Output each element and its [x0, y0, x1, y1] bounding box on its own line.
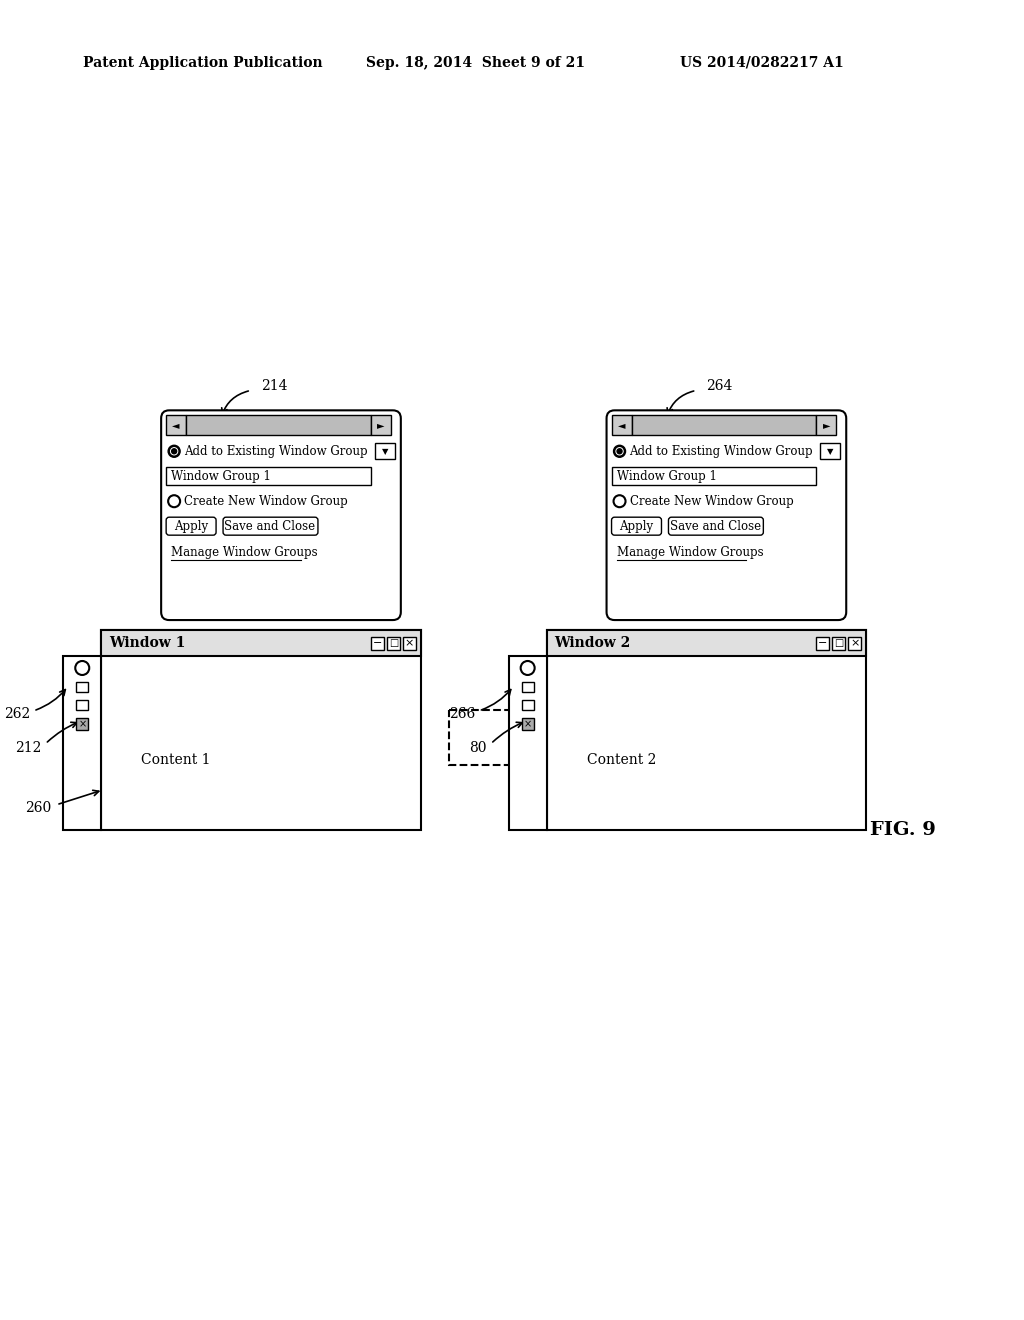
Text: −: − — [818, 638, 827, 648]
Text: 212: 212 — [15, 741, 41, 755]
Circle shape — [172, 449, 176, 454]
Text: 264: 264 — [707, 379, 733, 393]
Bar — [547, 630, 866, 656]
Text: ×: × — [523, 719, 531, 729]
Bar — [186, 416, 371, 436]
Text: ◄: ◄ — [617, 420, 626, 430]
Bar — [848, 636, 861, 649]
Bar — [816, 636, 829, 649]
Bar — [371, 416, 391, 436]
Text: □: □ — [389, 638, 398, 648]
Bar — [375, 444, 395, 459]
Text: 214: 214 — [261, 379, 288, 393]
FancyBboxPatch shape — [166, 517, 216, 535]
Text: Sep. 18, 2014  Sheet 9 of 21: Sep. 18, 2014 Sheet 9 of 21 — [366, 55, 585, 70]
Text: Content 1: Content 1 — [141, 752, 211, 767]
Text: Create New Window Group: Create New Window Group — [630, 495, 794, 508]
Text: ×: × — [850, 638, 859, 648]
Circle shape — [617, 449, 622, 454]
Text: 266: 266 — [450, 708, 476, 721]
Bar — [371, 636, 384, 649]
Circle shape — [171, 447, 177, 455]
Circle shape — [613, 445, 626, 457]
Text: ×: × — [78, 719, 86, 729]
Text: Add to Existing Window Group: Add to Existing Window Group — [184, 445, 368, 458]
Text: FIG. 9: FIG. 9 — [870, 821, 936, 838]
Bar — [509, 656, 547, 830]
Text: Save and Close: Save and Close — [670, 520, 761, 533]
Bar — [402, 636, 416, 649]
Text: Apply: Apply — [174, 520, 208, 533]
FancyBboxPatch shape — [611, 517, 662, 535]
Bar — [632, 416, 816, 436]
Text: Window 1: Window 1 — [110, 636, 185, 649]
Text: Add to Existing Window Group: Add to Existing Window Group — [630, 445, 813, 458]
Bar — [387, 636, 399, 649]
Text: US 2014/0282217 A1: US 2014/0282217 A1 — [681, 55, 844, 70]
Bar — [611, 467, 816, 486]
Text: ×: × — [404, 638, 414, 648]
Text: □: □ — [835, 638, 844, 648]
Text: 80: 80 — [469, 741, 486, 755]
Text: Manage Window Groups: Manage Window Groups — [171, 545, 317, 558]
Text: Save and Close: Save and Close — [224, 520, 315, 533]
Text: Manage Window Groups: Manage Window Groups — [616, 545, 763, 558]
Bar — [547, 630, 866, 830]
Text: ▼: ▼ — [382, 446, 388, 455]
Text: Patent Application Publication: Patent Application Publication — [83, 55, 323, 70]
Bar — [816, 416, 837, 436]
Bar — [833, 636, 845, 649]
FancyBboxPatch shape — [669, 517, 763, 535]
Text: Content 2: Content 2 — [587, 752, 656, 767]
Bar — [76, 700, 88, 710]
Text: ◄: ◄ — [172, 420, 180, 430]
FancyBboxPatch shape — [606, 411, 846, 620]
Bar — [76, 682, 88, 692]
Bar — [166, 467, 371, 486]
Text: Window 2: Window 2 — [555, 636, 631, 649]
Text: Create New Window Group: Create New Window Group — [184, 495, 348, 508]
Bar — [449, 710, 519, 764]
Text: Apply: Apply — [620, 520, 653, 533]
Text: Window Group 1: Window Group 1 — [616, 470, 717, 483]
Text: ▼: ▼ — [827, 446, 834, 455]
Circle shape — [616, 447, 623, 455]
Text: 262: 262 — [4, 708, 31, 721]
Text: Window Group 1: Window Group 1 — [171, 470, 271, 483]
Bar — [63, 656, 101, 830]
Bar — [521, 682, 534, 692]
Text: 260: 260 — [25, 801, 51, 814]
Bar — [521, 718, 534, 730]
Text: ►: ► — [377, 420, 385, 430]
Bar — [611, 416, 632, 436]
Circle shape — [168, 445, 180, 457]
Bar — [166, 416, 186, 436]
Bar — [521, 700, 534, 710]
Text: ►: ► — [822, 420, 830, 430]
FancyBboxPatch shape — [223, 517, 317, 535]
Bar — [820, 444, 841, 459]
Bar — [101, 630, 421, 830]
Bar — [76, 718, 88, 730]
FancyBboxPatch shape — [161, 411, 400, 620]
Text: −: − — [373, 638, 382, 648]
Bar — [101, 630, 421, 656]
